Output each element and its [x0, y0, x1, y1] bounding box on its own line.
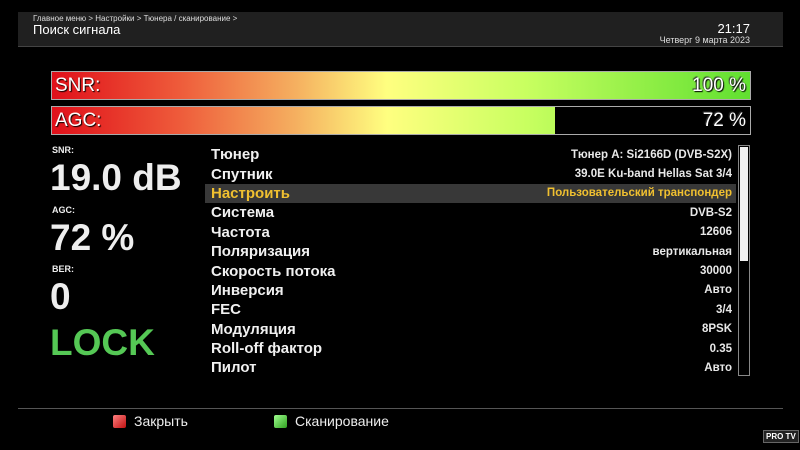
- lock-status: LOCK: [50, 322, 155, 363]
- snr-label: SNR:: [52, 145, 74, 155]
- list-item[interactable]: Тюнер Тюнер A: Si2166D (DVB-S2X): [205, 145, 736, 164]
- list-item[interactable]: Поляризация вертикальная: [205, 242, 736, 261]
- green-key-icon: [274, 414, 287, 428]
- list-item-label: Инверсия: [211, 281, 284, 299]
- list-item-label: Скорость потока: [211, 262, 336, 280]
- list-item-label: Тюнер: [211, 146, 260, 164]
- snr-bar-fill: [52, 72, 750, 99]
- list-item[interactable]: Модуляция 8PSK: [205, 320, 736, 339]
- page-title: Поиск сигнала: [33, 22, 121, 37]
- list-item[interactable]: Roll-off фактор 0.35: [205, 339, 736, 358]
- list-item[interactable]: Система DVB-S2: [205, 203, 736, 222]
- scan-button[interactable]: Сканирование: [274, 413, 389, 429]
- footer-divider: [18, 408, 783, 409]
- snr-bar-label: SNR:: [55, 75, 101, 96]
- list-item-value: 39.0E Ku-band Hellas Sat 3/4: [574, 168, 732, 181]
- scrollbar[interactable]: [738, 145, 750, 376]
- header-bar: [18, 12, 783, 47]
- list-item-value: DVB-S2: [689, 206, 732, 219]
- list-item-value: Авто: [704, 361, 732, 374]
- list-item-value: Авто: [704, 284, 732, 297]
- list-item-value: 0.35: [709, 342, 732, 355]
- list-item-label: Настроить: [211, 184, 290, 202]
- list-item-value: Тюнер A: Si2166D (DVB-S2X): [570, 148, 732, 161]
- agc-bar-percent: 72 %: [702, 110, 746, 131]
- agc-bar-fill: [52, 107, 555, 134]
- agc-bar: AGC: 72 %: [51, 106, 751, 135]
- list-item-value: 3/4: [716, 303, 732, 316]
- snr-bar-percent: 100 %: [692, 75, 746, 96]
- settings-list: Тюнер Тюнер A: Si2166D (DVB-S2X) Спутник 39…: [205, 145, 736, 378]
- ber-label: BER:: [52, 264, 74, 274]
- list-item[interactable]: Инверсия Авто: [205, 281, 736, 300]
- list-item-label: Модуляция: [211, 320, 296, 338]
- list-item-label: Частота: [211, 223, 270, 241]
- list-item-label: FEC: [211, 301, 241, 319]
- scan-label: Сканирование: [295, 413, 389, 429]
- red-key-icon: [113, 414, 126, 428]
- list-item-label: Поляризация: [211, 243, 311, 261]
- snr-bar: SNR: 100 %: [51, 71, 751, 100]
- list-item[interactable]: Настроить Пользовательский транспондер: [205, 183, 736, 204]
- list-item-value: 12606: [700, 226, 732, 239]
- list-item[interactable]: Спутник 39.0E Ku-band Hellas Sat 3/4: [205, 164, 736, 183]
- breadcrumb: Главное меню > Настройки > Тюнера / скан…: [33, 14, 238, 23]
- list-item-value: Пользовательский транспондер: [546, 187, 732, 200]
- list-item-value: вертикальная: [652, 245, 732, 258]
- scrollbar-thumb[interactable]: [740, 147, 748, 261]
- agc-label: AGC:: [52, 205, 75, 215]
- clock-date: Четверг 9 марта 2023: [659, 35, 750, 45]
- close-label: Закрыть: [134, 413, 188, 429]
- snr-value: 19.0 dB: [50, 157, 182, 198]
- list-item-value: 30000: [700, 265, 732, 278]
- list-item[interactable]: Скорость потока 30000: [205, 261, 736, 280]
- list-item[interactable]: Частота 12606: [205, 223, 736, 242]
- list-item-label: Спутник: [211, 165, 273, 183]
- list-item-label: Roll-off фактор: [211, 340, 323, 358]
- agc-value: 72 %: [50, 217, 135, 258]
- close-button[interactable]: Закрыть: [113, 413, 188, 429]
- list-item-label: Система: [211, 204, 275, 222]
- list-item[interactable]: Пилот Авто: [205, 358, 736, 377]
- list-item[interactable]: FEC 3/4: [205, 300, 736, 319]
- channel-logo: PRO TV: [763, 430, 799, 443]
- list-item-label: Пилот: [211, 359, 257, 377]
- ber-value: 0: [50, 276, 71, 317]
- list-item-value: 8PSK: [701, 323, 732, 336]
- clock-time: 21:17: [717, 21, 750, 36]
- agc-bar-label: AGC:: [55, 110, 102, 131]
